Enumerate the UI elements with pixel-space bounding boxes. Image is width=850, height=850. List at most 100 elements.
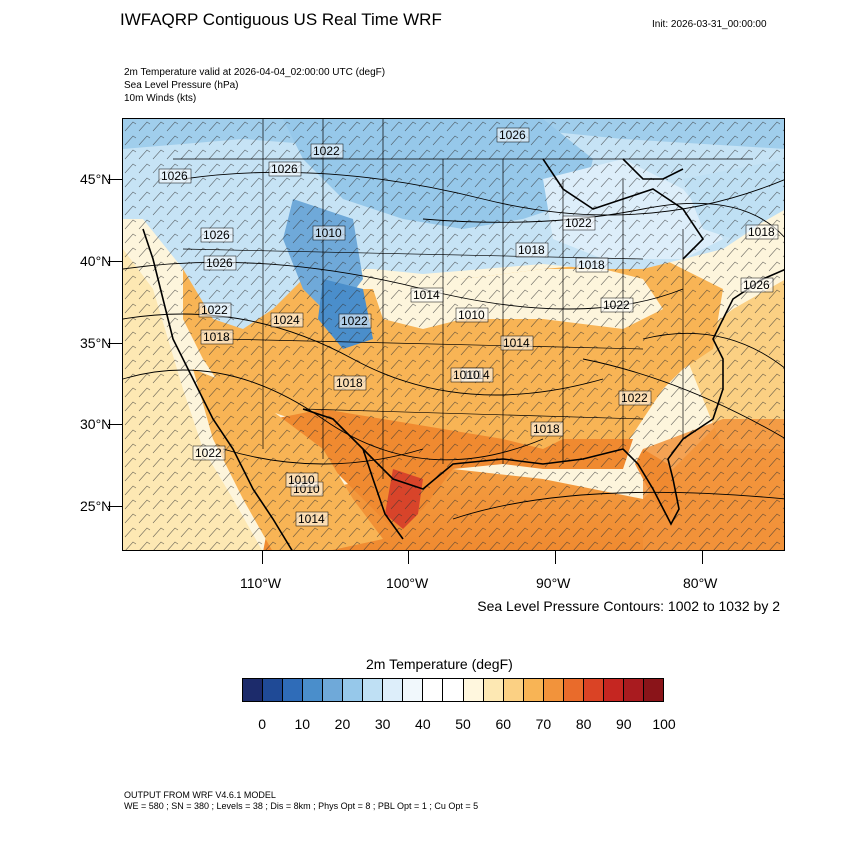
pressure-label-box bbox=[338, 313, 372, 329]
colorbar-swatch bbox=[523, 679, 544, 701]
pressure-label-box bbox=[455, 307, 489, 323]
colorbar-swatch bbox=[323, 679, 344, 701]
pressure-label: 1018 bbox=[533, 422, 560, 436]
colorbar-tick-label: 80 bbox=[575, 716, 592, 732]
pressure-label: 1024 bbox=[273, 313, 300, 327]
pressure-label-box bbox=[496, 127, 530, 143]
colorbar-tick-label: 30 bbox=[374, 716, 391, 732]
lon-label-110w: 110°W bbox=[240, 575, 282, 591]
colorbar-swatch bbox=[423, 679, 444, 701]
map-panel: 1026 1022 1026 1026 1026 1026 1022 1018 1022 1024… bbox=[122, 118, 785, 551]
lat-tick bbox=[108, 506, 122, 507]
pressure-label: 1022 bbox=[195, 446, 222, 460]
colorbar-tick-label: 100 bbox=[652, 716, 676, 732]
lat-label-35n: 35°N bbox=[80, 335, 112, 351]
weather-map: 1026 1022 1026 1026 1026 1026 1022 1018 1022 1024… bbox=[123, 119, 784, 550]
pressure-label-box bbox=[575, 257, 609, 273]
pressure-label: 1018 bbox=[748, 225, 775, 239]
lat-tick bbox=[108, 343, 122, 344]
pressure-label: 1018 bbox=[203, 330, 230, 344]
colorbar-swatch bbox=[503, 679, 524, 701]
pressure-label-box bbox=[295, 511, 329, 527]
subtitle-temperature: 2m Temperature valid at 2026-04-04_02:00… bbox=[124, 67, 386, 78]
pressure-label-box bbox=[562, 215, 596, 231]
pressure-label-box bbox=[200, 227, 234, 243]
footer-config: WE = 580 ; SN = 380 ; Levels = 38 ; Dis … bbox=[124, 801, 479, 811]
colorbar-swatch bbox=[443, 679, 464, 701]
colorbar-swatch bbox=[563, 679, 584, 701]
pressure-label-group: 1026 1022 1026 1026 1026 1026 1022 1018 1022 1024… bbox=[158, 127, 779, 527]
subtitle-winds: 10m Winds (kts) bbox=[124, 93, 197, 104]
pressure-label: 1026 bbox=[271, 162, 298, 176]
pressure-label-box bbox=[600, 297, 634, 313]
pressure-label: 1010 bbox=[458, 308, 485, 322]
temperature-colorbar bbox=[242, 678, 664, 702]
colorbar-tick-label: 10 bbox=[294, 716, 311, 732]
lat-tick bbox=[108, 424, 122, 425]
pressure-label-box bbox=[268, 161, 302, 177]
colorbar-tick-label: 70 bbox=[535, 716, 552, 732]
pressure-label: 1026 bbox=[206, 256, 233, 270]
pressure-label: 1018 bbox=[336, 376, 363, 390]
colorbar-swatch bbox=[383, 679, 404, 701]
state-borders bbox=[173, 119, 753, 479]
contour-range-note: Sea Level Pressure Contours: 1002 to 103… bbox=[477, 598, 780, 614]
pressure-label: 1010 bbox=[315, 226, 342, 240]
pressure-label: 1022 bbox=[341, 314, 368, 328]
pressure-label: 1022 bbox=[201, 303, 228, 317]
lat-label-25n: 25°N bbox=[80, 498, 112, 514]
pressure-label-box bbox=[530, 421, 564, 437]
subtitle-pressure: Sea Level Pressure (hPa) bbox=[124, 80, 239, 91]
pressure-label-box bbox=[192, 445, 226, 461]
pressure-label-box bbox=[450, 367, 484, 383]
pressure-label-box bbox=[203, 255, 237, 271]
colorbar-swatch bbox=[403, 679, 424, 701]
pressure-label: 1022 bbox=[603, 298, 630, 312]
pressure-label-box bbox=[740, 277, 774, 293]
page-title: IWFAQRP Contiguous US Real Time WRF bbox=[120, 10, 442, 29]
pressure-label-box bbox=[745, 224, 779, 240]
lat-label-45n: 45°N bbox=[80, 171, 112, 187]
lat-tick bbox=[108, 179, 122, 180]
pressure-label: 1026 bbox=[203, 228, 230, 242]
pressure-label-box bbox=[200, 329, 234, 345]
lon-tick bbox=[555, 551, 556, 564]
pressure-label: 1014 bbox=[413, 288, 440, 302]
pressure-label: 1022 bbox=[313, 144, 340, 158]
colorbar-swatch bbox=[543, 679, 564, 701]
colorbar-swatch bbox=[343, 679, 364, 701]
pressure-label: 1014 bbox=[503, 336, 530, 350]
pressure-label: 1022 bbox=[621, 391, 648, 405]
colorbar-swatch bbox=[303, 679, 324, 701]
lat-tick bbox=[108, 261, 122, 262]
pressure-label-box bbox=[285, 472, 319, 488]
colorbar-swatch bbox=[603, 679, 624, 701]
lon-tick bbox=[262, 551, 263, 564]
colorbar-swatch bbox=[643, 679, 663, 701]
pressure-label: 1018 bbox=[578, 258, 605, 272]
pressure-label-box bbox=[500, 335, 534, 351]
colorbar-swatch bbox=[583, 679, 604, 701]
colorbar-tick-label: 20 bbox=[334, 716, 351, 732]
colorbar-swatch bbox=[243, 679, 264, 701]
pressure-label: 1010 bbox=[453, 368, 480, 382]
colorbar-tick-label: 0 bbox=[258, 716, 266, 732]
colorbar-tick-label: 40 bbox=[415, 716, 431, 732]
pressure-label: 1026 bbox=[743, 278, 770, 292]
pressure-label: 1018 bbox=[518, 243, 545, 257]
colorbar-swatch bbox=[463, 679, 484, 701]
lon-tick bbox=[702, 551, 703, 564]
colorbar-tick-label: 60 bbox=[495, 716, 512, 732]
colorbar-tick-label: 50 bbox=[455, 716, 471, 732]
colorbar-swatch bbox=[363, 679, 384, 701]
pressure-label-box bbox=[270, 312, 304, 328]
pressure-label: 1010 bbox=[288, 473, 315, 487]
colorbar-title: 2m Temperature (degF) bbox=[366, 656, 513, 672]
footer-model: OUTPUT FROM WRF V4.6.1 MODEL bbox=[124, 790, 276, 800]
colorbar-swatch bbox=[283, 679, 304, 701]
pressure-label: 1026 bbox=[499, 128, 526, 142]
colorbar-tick-label: 90 bbox=[616, 716, 632, 732]
lon-label-100w: 100°W bbox=[386, 575, 429, 591]
lon-label-90w: 90°W bbox=[536, 575, 571, 591]
lon-label-80w: 80°W bbox=[683, 575, 718, 591]
